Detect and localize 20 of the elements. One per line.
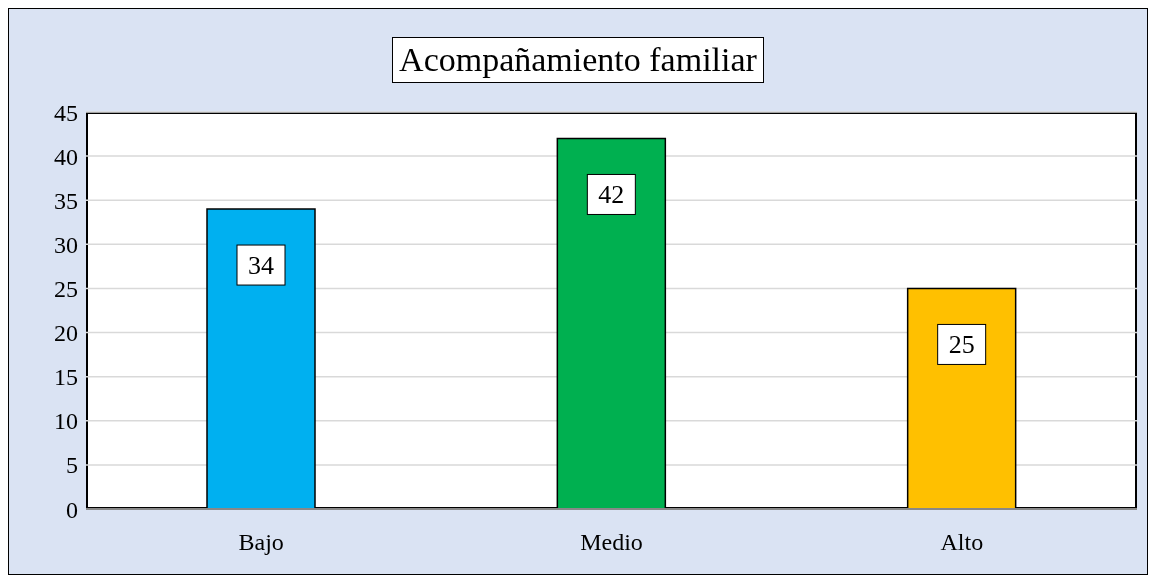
y-tick-label: 10 [54,408,78,435]
data-label: 42 [598,179,625,209]
y-tick-label: 20 [54,320,78,347]
chart-title: Acompañamiento familiar [392,37,764,83]
y-tick-label: 35 [54,187,78,214]
x-tick-label: Alto [940,529,984,556]
x-tick-label: Bajo [238,529,284,556]
x-tick-label: Medio [580,529,643,556]
data-label: 34 [248,250,274,280]
bar [906,287,1017,509]
y-tick-label: 15 [54,364,78,391]
y-tick-label: 0 [66,496,78,523]
bar [206,208,316,509]
y-tick-label: 45 [54,99,78,126]
y-tick-label: 40 [54,143,78,170]
bar [556,137,667,509]
y-tick-label: 25 [54,275,78,302]
data-label: 25 [948,329,975,359]
y-tick-label: 5 [66,452,78,479]
y-tick-label: 30 [54,231,78,258]
